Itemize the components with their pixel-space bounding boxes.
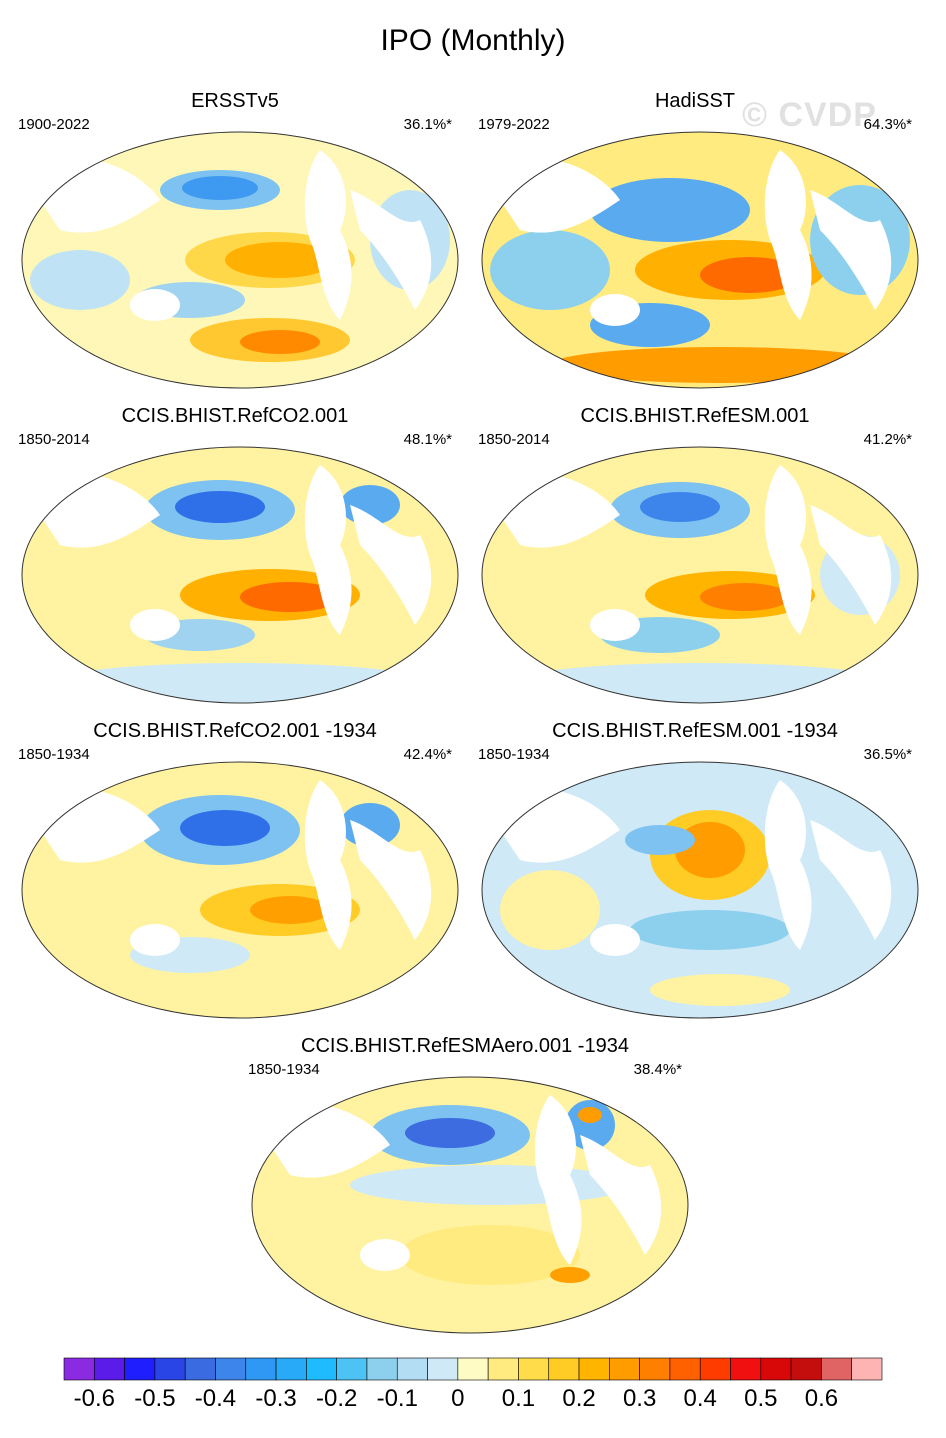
colorbar-label: 0.3 bbox=[623, 1385, 656, 1412]
colorbar-swatch bbox=[184, 1357, 216, 1381]
colorbar-swatch bbox=[154, 1357, 186, 1381]
sst-map bbox=[481, 446, 919, 704]
colorbar-label: -0.4 bbox=[195, 1385, 236, 1412]
map-panel-refesm-1934: CCIS.BHIST.RefESM.001 -1934 1850-1934 36… bbox=[460, 720, 930, 1030]
colorbar-swatch bbox=[821, 1357, 853, 1381]
colorbar-swatch bbox=[427, 1357, 459, 1381]
panel-title: ERSSTv5 bbox=[191, 90, 279, 112]
colorbar-swatch bbox=[275, 1357, 307, 1381]
colorbar-label: 0.4 bbox=[684, 1385, 717, 1412]
colorbar-label: -0.3 bbox=[255, 1385, 296, 1412]
panel-variance: 42.4%* bbox=[403, 746, 452, 763]
panel-period: 1850-1934 bbox=[248, 1061, 320, 1078]
panel-title: CCIS.BHIST.RefCO2.001 bbox=[121, 405, 349, 427]
colorbar-swatch bbox=[306, 1357, 337, 1381]
colorbar-swatch bbox=[124, 1357, 156, 1381]
map-panel-refco2: CCIS.BHIST.RefCO2.001 1850-2014 48.1%* bbox=[0, 405, 470, 715]
colorbar-swatch bbox=[548, 1357, 580, 1381]
colorbar-swatch bbox=[93, 1357, 125, 1381]
colorbar-swatch bbox=[245, 1357, 277, 1381]
colorbar-swatch bbox=[578, 1357, 610, 1381]
panel-period: 1850-1934 bbox=[478, 746, 550, 763]
colorbar-swatch bbox=[518, 1357, 550, 1381]
colorbar-swatch bbox=[851, 1357, 883, 1381]
colorbar-swatch bbox=[366, 1357, 398, 1381]
colorbar-swatch bbox=[790, 1357, 822, 1381]
panel-title: HadiSST bbox=[654, 90, 736, 112]
panel-title: CCIS.BHIST.RefESM.001 bbox=[580, 405, 810, 427]
panel-title: CCIS.BHIST.RefESMAero.001 -1934 bbox=[301, 1035, 629, 1057]
sst-map bbox=[21, 761, 459, 1019]
colorbar-label: 0.2 bbox=[562, 1385, 595, 1412]
map-panel-hadisst: HadiSST 1979-2022 64.3%* bbox=[460, 90, 930, 400]
panel-period: 1850-2014 bbox=[18, 431, 90, 448]
colorbar-swatch bbox=[487, 1357, 519, 1381]
colorbar-label: 0.6 bbox=[805, 1385, 838, 1412]
sst-map bbox=[21, 131, 459, 389]
colorbar-svg: -0.6 -0.5 -0.4 -0.3 -0.2 -0.1 0 0.1 0.2 0.3 0.4 0.5… bbox=[63, 1357, 883, 1412]
panel-variance: 38.4%* bbox=[633, 1061, 682, 1078]
watermark: © CVDP bbox=[742, 96, 877, 134]
colorbar-label: 0.1 bbox=[502, 1385, 535, 1412]
map-panel-refesmaero-1934: CCIS.BHIST.RefESMAero.001 -1934 1850-193… bbox=[230, 1035, 700, 1345]
panel-variance: 64.3%* bbox=[863, 116, 912, 133]
panel-variance: 41.2%* bbox=[863, 431, 912, 448]
panel-title: CCIS.BHIST.RefESM.001 -1934 bbox=[552, 720, 838, 742]
map-panel-refesm: CCIS.BHIST.RefESM.001 1850-2014 41.2%* bbox=[460, 405, 930, 715]
colorbar-swatch bbox=[63, 1357, 95, 1381]
colorbar-swatch bbox=[760, 1357, 792, 1381]
colorbar-swatch bbox=[639, 1357, 671, 1381]
colorbar-swatch bbox=[396, 1357, 428, 1381]
panel-period: 1850-1934 bbox=[18, 746, 90, 763]
colorbar-swatch bbox=[336, 1357, 368, 1381]
panel-period: 1850-2014 bbox=[478, 431, 550, 448]
colorbar-swatch bbox=[609, 1357, 640, 1381]
panel-variance: 36.5%* bbox=[863, 746, 912, 763]
map-panel-refco2-1934: CCIS.BHIST.RefCO2.001 -1934 1850-1934 42… bbox=[0, 720, 470, 1030]
colorbar-swatch bbox=[669, 1357, 701, 1381]
colorbar-label: -0.2 bbox=[316, 1385, 357, 1412]
map-panel-erssv5: ERSSTv5 1900-2022 36.1%* bbox=[0, 90, 470, 400]
sst-map bbox=[481, 131, 919, 389]
colorbar-label: 0 bbox=[451, 1385, 464, 1412]
colorbar-label: 0.5 bbox=[744, 1385, 777, 1412]
colorbar-swatch bbox=[699, 1357, 731, 1381]
panel-title: CCIS.BHIST.RefCO2.001 -1934 bbox=[93, 720, 377, 742]
colorbar-label: -0.5 bbox=[134, 1385, 175, 1412]
figure-title: IPO (Monthly) bbox=[380, 24, 566, 57]
colorbar-swatch bbox=[457, 1357, 489, 1381]
sst-map bbox=[21, 446, 459, 704]
panel-variance: 48.1%* bbox=[403, 431, 452, 448]
colorbar-swatch bbox=[215, 1357, 247, 1381]
colorbar: -0.6 -0.5 -0.4 -0.3 -0.2 -0.1 0 0.1 0.2 0.3 0.4 0.5… bbox=[0, 1350, 946, 1420]
panel-variance: 36.1%* bbox=[403, 116, 452, 133]
sst-map bbox=[251, 1076, 689, 1334]
panel-period: 1900-2022 bbox=[18, 116, 90, 133]
colorbar-swatch bbox=[730, 1357, 762, 1381]
sst-map bbox=[481, 761, 919, 1019]
colorbar-label: -0.6 bbox=[74, 1385, 115, 1412]
panel-period: 1979-2022 bbox=[478, 116, 550, 133]
colorbar-label: -0.1 bbox=[377, 1385, 418, 1412]
